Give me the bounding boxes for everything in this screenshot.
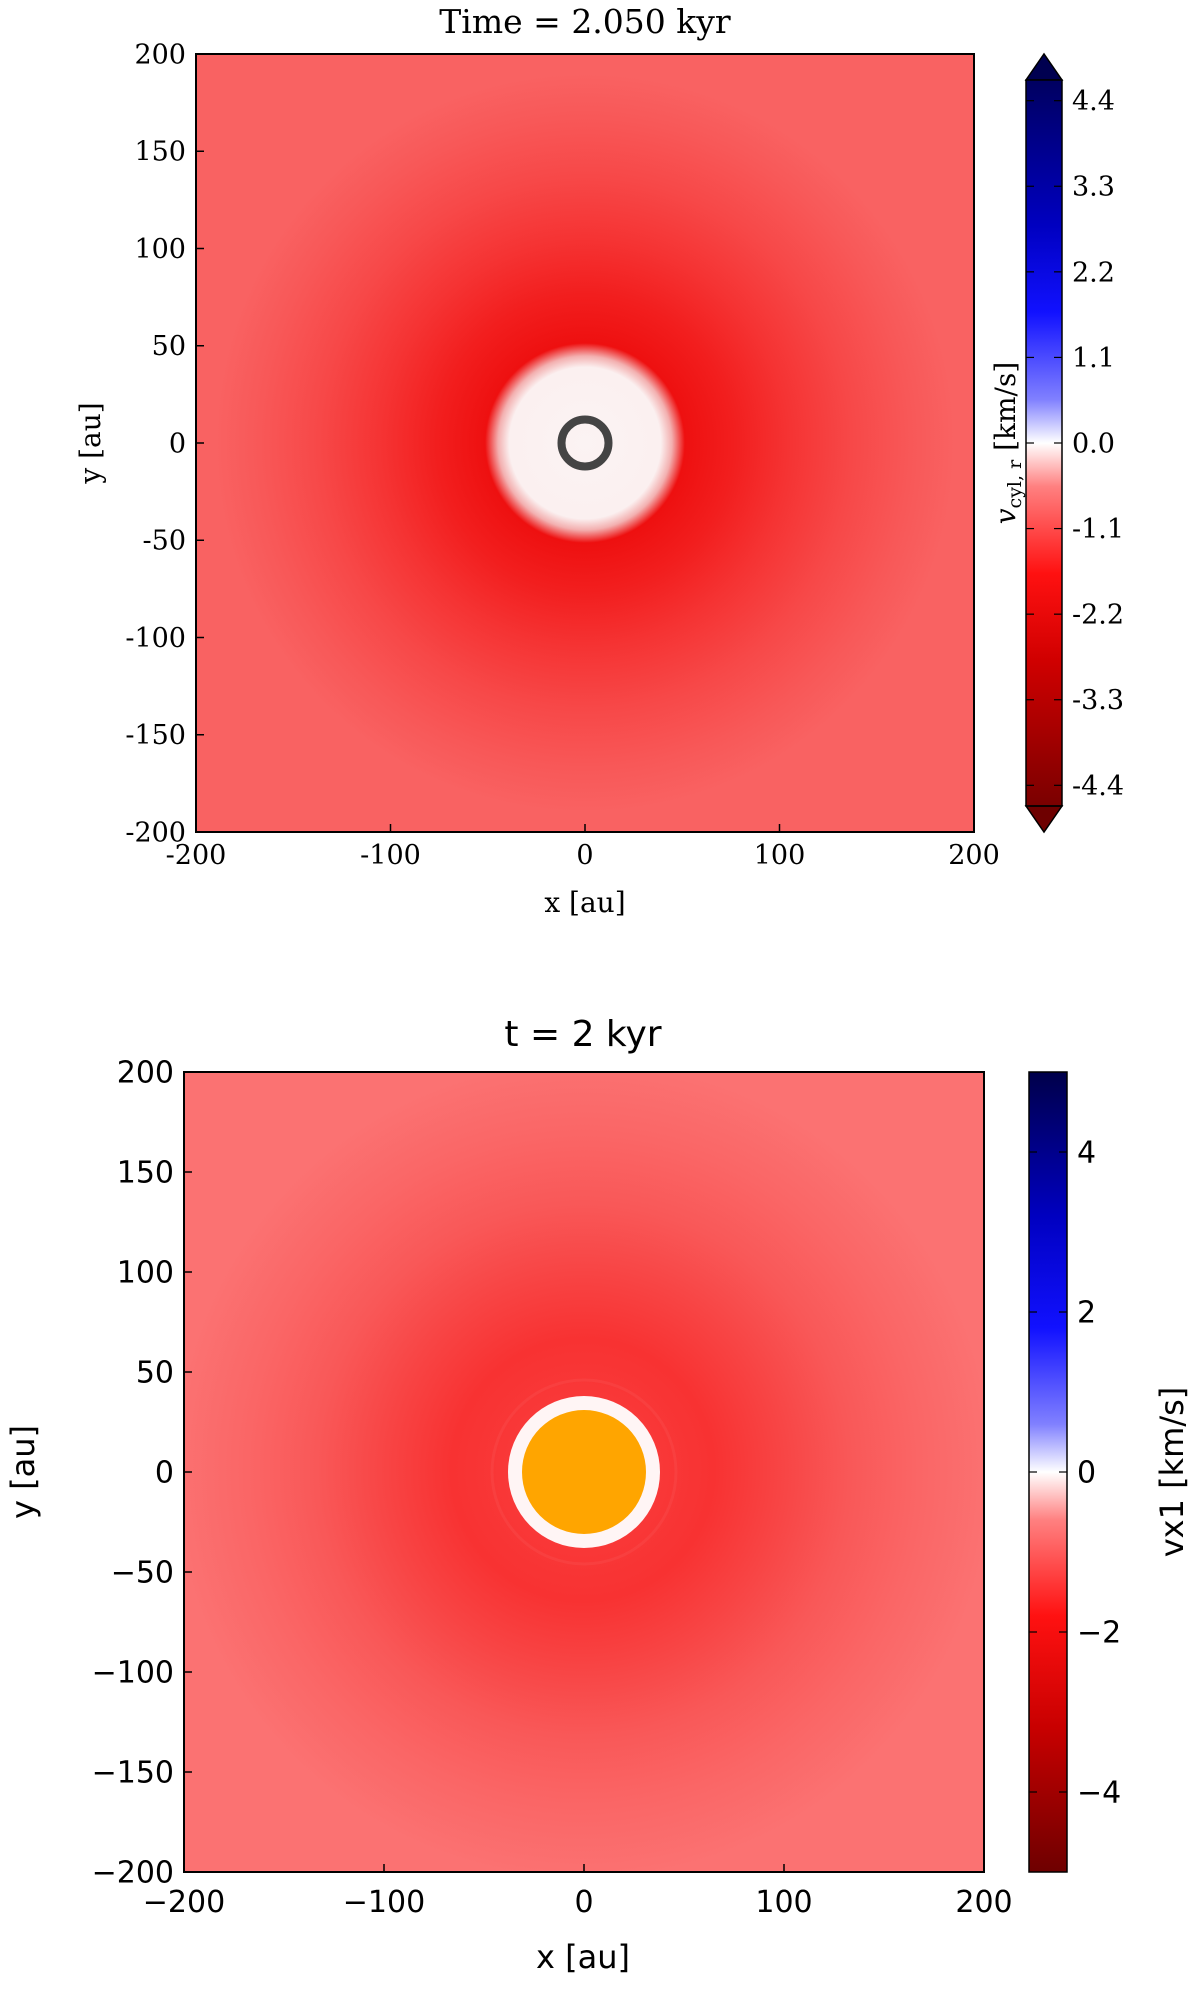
- top-colorbar-label: vcyl, r [km/s]: [989, 362, 1026, 525]
- top-chart-title: Time = 2.050 kyr: [439, 2, 731, 41]
- top-plot-panel: Time = 2.050 kyr -200 -100 0 100 200 200 150 1…: [0, 0, 1200, 940]
- top-x-tick-label: 0: [576, 840, 593, 871]
- bottom-figure-svg: t = 2 kyr −200 −100 0 100 200 200 150 100 50 0 −5…: [4, 1014, 1191, 1976]
- bot-y-tick-label: −150: [92, 1756, 174, 1791]
- top-colorbar-extend-min: [1024, 805, 1064, 834]
- bottom-x-axis: −200 −100 0 100 200: [143, 1864, 1013, 1920]
- bot-colorbar-tick-label: 0: [1077, 1456, 1096, 1491]
- bot-colorbar-tick-label: −2: [1077, 1616, 1121, 1651]
- bottom-colorbar-ticks: 4 2 0 −2 −4: [1029, 1136, 1121, 1811]
- bot-x-tick-label: 0: [574, 1885, 593, 1920]
- bottom-sink-particle: [490, 1378, 678, 1566]
- top-y-tick-label: 150: [134, 137, 186, 168]
- top-x-tick-label: 100: [754, 840, 806, 871]
- top-colorbar-tick-label: -2.2: [1072, 600, 1124, 631]
- bot-y-tick-label: −200: [92, 1856, 174, 1891]
- top-y-axis: 200 150 100 50 0 -50 -100 -150 -200: [125, 39, 204, 848]
- bottom-faint-ring: [490, 1378, 678, 1566]
- bot-x-tick-label: 200: [955, 1885, 1012, 1920]
- top-y-tick-label: -200: [125, 817, 186, 848]
- top-y-axis-label: y [au]: [74, 402, 107, 484]
- bot-x-tick-label: −100: [343, 1885, 425, 1920]
- top-colorbar-tick-label: 4.4: [1072, 86, 1115, 117]
- bottom-sink-disc: [522, 1410, 646, 1534]
- top-y-tick-label: -100: [125, 623, 186, 654]
- top-y-tick-label: 200: [134, 39, 186, 70]
- top-x-tick-label: 200: [948, 840, 1000, 871]
- bottom-chart-title: t = 2 kyr: [504, 1014, 661, 1055]
- bot-colorbar-tick-label: 2: [1077, 1296, 1096, 1331]
- bottom-colorbar: 4 2 0 −2 −4 vx1 [km/s]: [1028, 1071, 1191, 1873]
- top-y-tick-label: -50: [143, 526, 186, 557]
- bottom-plot-panel: t = 2 kyr −200 −100 0 100 200 200 150 100 50 0 −5…: [0, 990, 1200, 1990]
- bot-y-tick-label: 0: [155, 1456, 174, 1491]
- top-colorbar-label-unit: [km/s]: [989, 362, 1022, 460]
- top-y-tick-label: 0: [169, 428, 186, 459]
- top-colorbar-ticks: 4.4 3.3 2.2 1.1 0.0 -1.1 -2.2 -3.3 -4.4: [1026, 86, 1124, 802]
- top-sink-particle: [557, 415, 613, 471]
- bot-y-tick-label: 100: [117, 1256, 174, 1291]
- bottom-y-axis: 200 150 100 50 0 −50 −100 −150 −200: [92, 1056, 192, 1891]
- top-colorbar-tick-label: 3.3: [1072, 172, 1115, 203]
- top-y-tick-label: 50: [152, 331, 186, 362]
- bot-colorbar-tick-label: 4: [1077, 1136, 1096, 1171]
- top-colorbar-label-sub: cyl, r: [1004, 459, 1026, 509]
- top-colorbar-tick-label: -3.3: [1072, 685, 1124, 716]
- bottom-colorbar-label: vx1 [km/s]: [1153, 1387, 1191, 1558]
- bot-y-tick-label: 200: [117, 1056, 174, 1091]
- bot-colorbar-tick-label: −4: [1077, 1776, 1121, 1811]
- bot-y-tick-label: −50: [111, 1556, 174, 1591]
- top-velocity-field: [196, 54, 974, 832]
- bot-x-tick-label: −200: [143, 1885, 225, 1920]
- top-colorbar-tick-label: 1.1: [1072, 343, 1115, 374]
- bot-y-tick-label: 150: [117, 1156, 174, 1191]
- top-x-axis-label: x [au]: [544, 886, 625, 919]
- top-heatmap: [196, 54, 974, 832]
- top-x-axis: -200 -100 0 100 200: [166, 824, 1000, 871]
- top-colorbar-tick-label: -1.1: [1072, 514, 1124, 545]
- top-sink-ring: [557, 415, 613, 471]
- top-y-tick-label: -150: [125, 720, 186, 751]
- top-figure-svg: Time = 2.050 kyr -200 -100 0 100 200 200 150 1…: [74, 2, 1124, 919]
- bot-x-tick-label: 100: [755, 1885, 812, 1920]
- bottom-x-axis-label: x [au]: [536, 1938, 630, 1976]
- top-colorbar-tick-label: 2.2: [1072, 257, 1115, 288]
- top-colorbar-extend-max: [1024, 52, 1064, 81]
- bottom-heatmap: [184, 1072, 984, 1872]
- bot-y-tick-label: −100: [92, 1656, 174, 1691]
- bot-y-tick-label: 50: [136, 1356, 174, 1391]
- top-colorbar: 4.4 3.3 2.2 1.1 0.0 -1.1 -2.2 -3.3 -4.4 vcyl, r …: [989, 52, 1124, 834]
- top-colorbar-tick-label: -4.4: [1072, 771, 1124, 802]
- top-colorbar-tick-label: 0.0: [1072, 428, 1115, 459]
- bottom-y-axis-label: y [au]: [4, 1425, 42, 1519]
- top-x-tick-label: -100: [360, 840, 421, 871]
- top-colorbar-label-main: v: [989, 508, 1022, 524]
- top-y-tick-label: 100: [134, 234, 186, 265]
- top-x-tick-label: -200: [166, 840, 227, 871]
